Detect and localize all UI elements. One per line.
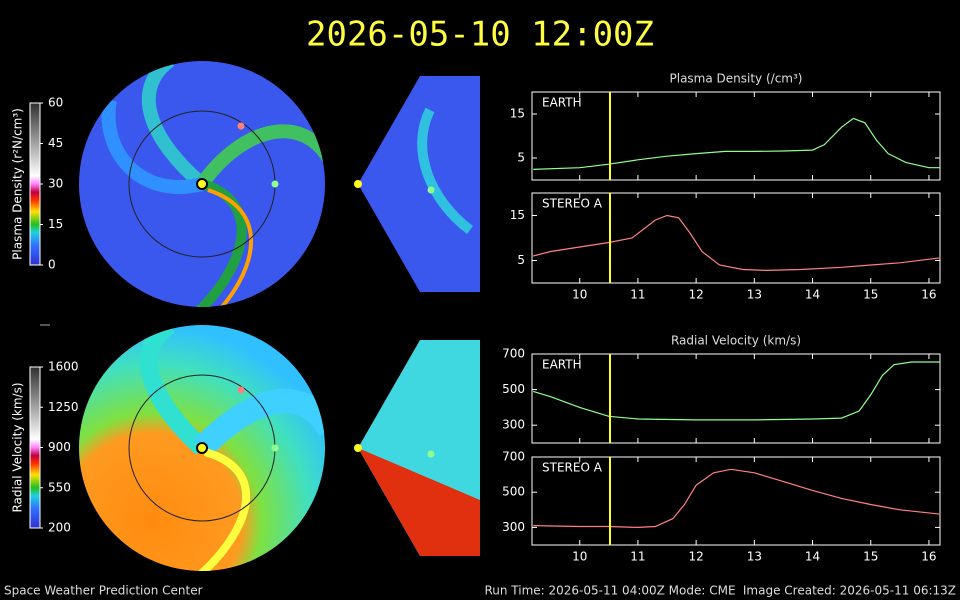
colorbar-tick-label: 1250 (48, 400, 79, 414)
footer-center: Run Time: 2026-05-11 04:00Z Mode: CME (484, 584, 735, 598)
x-tick-label: 12 (688, 550, 703, 564)
x-tick-label: 13 (747, 550, 762, 564)
y-tick-label: 300 (502, 418, 525, 432)
x-tick-label: 14 (805, 288, 820, 302)
x-tick-label: 16 (921, 288, 936, 302)
plot-frame (531, 456, 941, 546)
x-tick-label: 10 (572, 550, 587, 564)
colorbar-label: Radial Velocity (km/s) (11, 382, 25, 512)
series-line (533, 361, 941, 421)
x-tick-label: 12 (688, 288, 703, 302)
x-tick-label: 15 (863, 550, 878, 564)
y-tick-label: 15 (510, 107, 525, 121)
x-tick-label: 10 (572, 288, 587, 302)
colorbar (29, 102, 41, 266)
plot-frame (531, 192, 941, 284)
panel-title: Plasma Density (/cm³) (670, 72, 803, 86)
panel-label: EARTH (542, 96, 582, 110)
colorbar-tick-label: 900 (48, 440, 71, 454)
footer-left: Space Weather Prediction Center (4, 584, 203, 598)
plot-frame (531, 91, 941, 181)
colorbar-tick-label: 1600 (48, 360, 79, 374)
colorbar-tick-label: 60 (48, 96, 63, 110)
velocity-map (79, 325, 480, 571)
density-map (79, 61, 480, 307)
series-line (533, 214, 941, 272)
y-tick-label: 5 (517, 151, 525, 165)
panel-title: Radial Velocity (km/s) (671, 334, 801, 348)
y-tick-label: 15 (510, 208, 525, 222)
y-tick-label: 500 (502, 382, 525, 396)
x-tick-label: 16 (921, 550, 936, 564)
colorbar (29, 366, 41, 529)
series-line (533, 117, 941, 170)
y-tick-label: 700 (502, 347, 525, 361)
panel-label: STEREO A (542, 461, 603, 475)
plot-frame (531, 353, 941, 444)
x-tick-label: 14 (805, 550, 820, 564)
panel-label: STEREO A (542, 197, 603, 211)
y-tick-label: 300 (502, 520, 525, 534)
colorbar-tick-label: 550 (48, 480, 71, 494)
y-tick-label: 700 (502, 450, 525, 464)
colorbar-tick-label: 0 (48, 258, 56, 272)
series-line (533, 468, 941, 529)
x-tick-label: 11 (630, 550, 645, 564)
timestamp: 2026-05-10 12:00Z (306, 15, 654, 55)
colorbar-tick-label: 200 (48, 521, 71, 535)
colorbar-tick-label: 15 (48, 217, 63, 231)
colorbar-tick-label: 45 (48, 136, 63, 150)
y-tick-label: 500 (502, 485, 525, 499)
colorbar-label: Plasma Density (r²N/cm³) (11, 108, 25, 260)
x-tick-label: 11 (630, 288, 645, 302)
x-tick-label: 15 (863, 288, 878, 302)
panel-label: EARTH (542, 358, 582, 372)
x-tick-label: 13 (747, 288, 762, 302)
y-tick-label: 5 (517, 253, 525, 267)
colorbar-tick-label: 30 (48, 177, 63, 191)
footer-right: Image Created: 2026-05-11 06:13Z (743, 584, 956, 598)
